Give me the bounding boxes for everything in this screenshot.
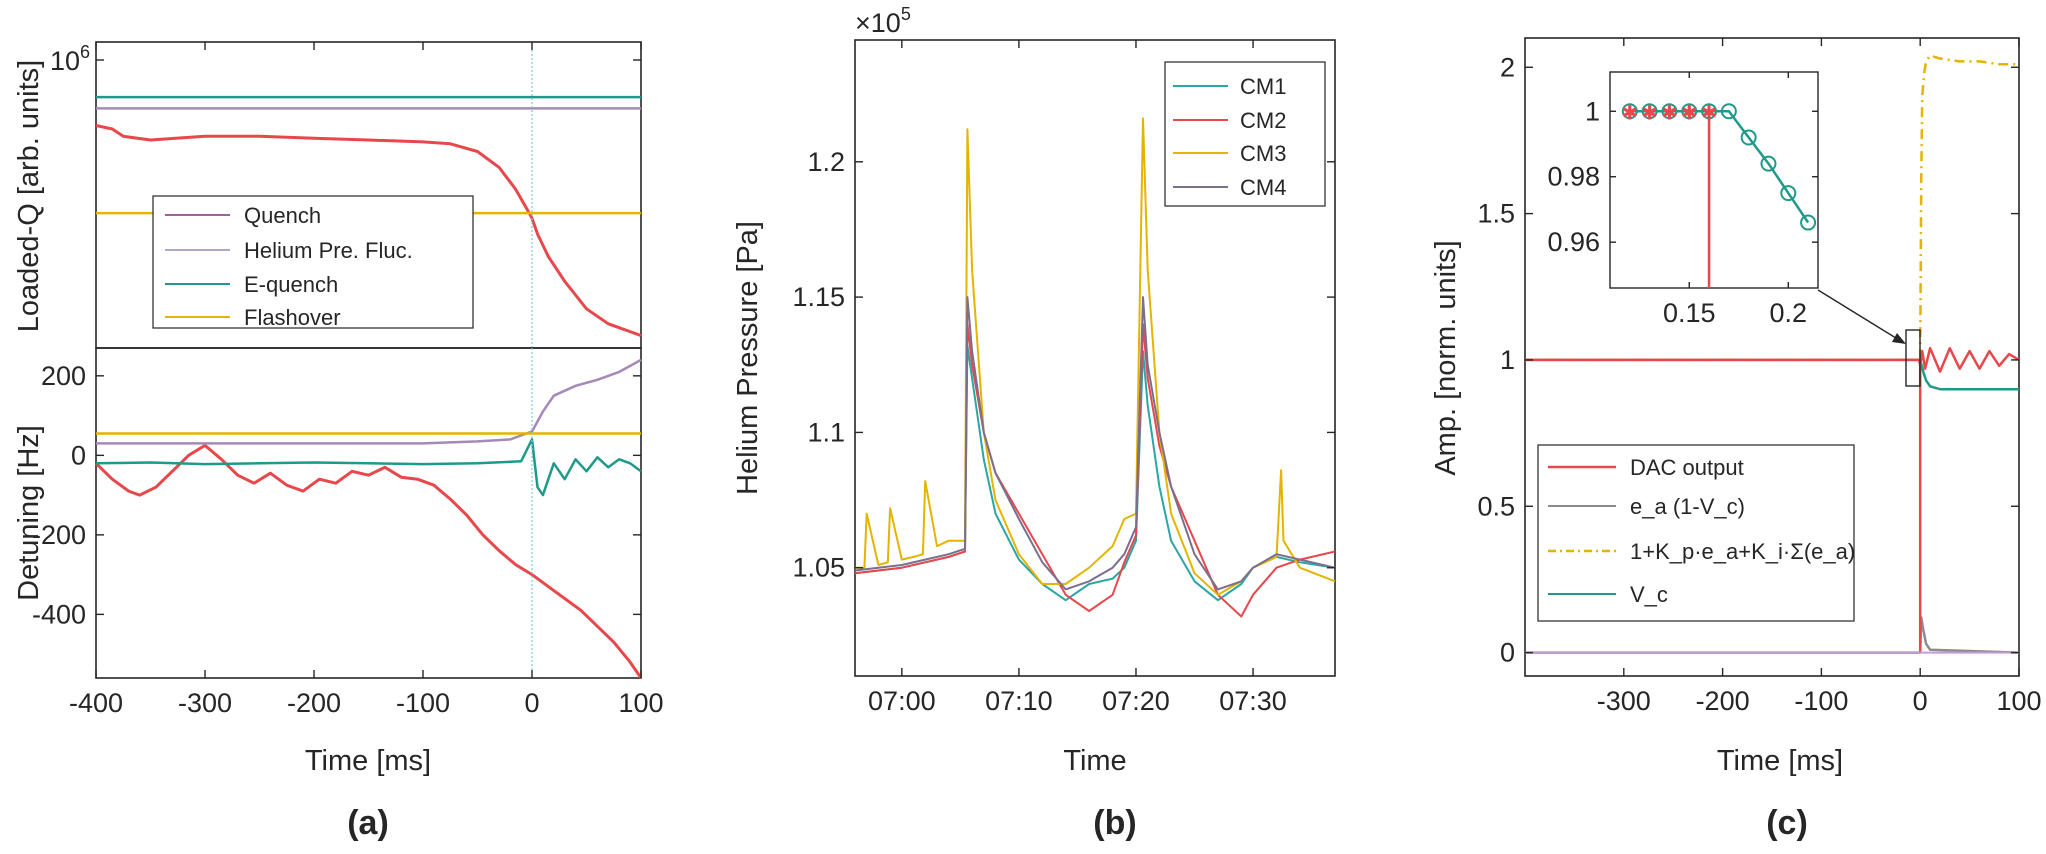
panel-label-a: (a) <box>347 804 389 842</box>
c-inset-vc-marker <box>1681 103 1698 120</box>
b-y-tick-label: 1.15 <box>792 282 845 312</box>
panel-a-bottom-plot: -400 -300 -200 -100 0 100 200 0 -200 -400 Time [m… <box>13 42 664 777</box>
zoom-arrowhead <box>1892 333 1906 344</box>
c-y-axis-label: Amp. [norm. units] <box>1430 240 1462 475</box>
legend-label-vc: V_c <box>1630 582 1668 607</box>
c-inset-dac-marker: ✱ <box>1661 102 1678 124</box>
c-x-tick-label: -100 <box>1794 686 1848 716</box>
b-y-multiplier: ×105 <box>855 4 911 38</box>
a-x-tick-label: -400 <box>69 688 123 718</box>
c-inset-vc-marker <box>1621 103 1638 120</box>
legend-label-control: 1+K_p·e_a+K_i·Σ(e_a) <box>1630 539 1855 564</box>
legend-label-flashover: Flashover <box>244 305 341 330</box>
c-inset-vc-marker <box>1661 103 1678 120</box>
c-inset-y-tick-label: 0.98 <box>1547 162 1600 192</box>
c-inset-dac-marker: ✱ <box>1681 102 1698 124</box>
zoom-box <box>1905 329 1921 387</box>
c-series-dac-output <box>1525 346 2020 373</box>
a-bot-y-tick-label: 200 <box>41 361 86 391</box>
panel-label-b: (b) <box>1093 804 1136 842</box>
a-x-tick-label: -100 <box>396 688 450 718</box>
legend-label-cm4: CM4 <box>1240 175 1286 200</box>
zoom-arrow <box>1817 289 1905 344</box>
panel-b-plot: 07:00 07:10 07:20 07:301.051.11.151.2 ×105 … <box>732 4 1336 777</box>
c-x-tick-label: 100 <box>1996 686 2041 716</box>
c-inset-vc-marker <box>1740 129 1757 146</box>
c-inset-vc-marker <box>1760 155 1777 172</box>
a-top-y-axis-label: Loaded-Q [arb. units] <box>13 60 45 332</box>
c-x-tick-label: -300 <box>1597 686 1651 716</box>
c-y-tick-label: 0 <box>1500 638 1515 668</box>
c-x-axis-label: Time [ms] <box>1717 745 1843 777</box>
c-inset-vc-marker <box>1720 103 1737 120</box>
b-x-axis-label: Time <box>1063 745 1126 777</box>
a-bot-series-e-quench <box>95 438 642 497</box>
a-top-series-quench <box>95 124 642 338</box>
a-x-tick-label: -300 <box>178 688 232 718</box>
a-x-tick-label: 0 <box>524 688 539 718</box>
b-x-tick-label: 07:00 <box>868 686 936 716</box>
b-x-tick-label: 07:10 <box>985 686 1053 716</box>
a-bottom-y-axis-label: Detuning [Hz] <box>13 425 45 601</box>
c-series-e-a-1-v-c- <box>1525 616 2020 654</box>
b-y-tick-label: 1.1 <box>807 417 845 447</box>
c-x-tick-label: 0 <box>1913 686 1928 716</box>
a-x-axis-label: Time [ms] <box>305 745 431 777</box>
a-x-tick-label: 100 <box>618 688 663 718</box>
c-inset-vc-marker <box>1641 103 1658 120</box>
c-y-tick-label: 1.5 <box>1477 199 1515 229</box>
c-inset-y-tick-label: 1 <box>1585 96 1600 126</box>
c-inset-vc-marker <box>1701 103 1718 120</box>
legend-label-dac: DAC output <box>1630 455 1744 480</box>
legend-label-quench: Quench <box>244 203 321 228</box>
b-x-tick-label: 07:20 <box>1102 686 1170 716</box>
panel-label-c: (c) <box>1766 804 1808 842</box>
legend-label-helium: Helium Pre. Fluc. <box>244 238 413 263</box>
a-bot-y-tick-label: -400 <box>32 599 86 629</box>
b-x-tick-label: 07:30 <box>1219 686 1287 716</box>
a-legend: Quench Helium Pre. Fluc. E-quench Flasho… <box>152 195 474 330</box>
legend-label-cm1: CM1 <box>1240 74 1286 99</box>
c-inset-series-v-c <box>1629 110 1810 224</box>
c-y-tick-label: 1 <box>1500 345 1515 375</box>
c-inset: ✱ ✱ ✱ ✱ ✱ 0.15 0.20.960.981 <box>1547 71 1819 328</box>
c-y-tick-label: 0.5 <box>1477 491 1515 521</box>
legend-label-cm3: CM3 <box>1240 141 1286 166</box>
c-inset-x-tick-label: 0.15 <box>1663 298 1716 328</box>
a-bot-series-quench <box>94 443 643 679</box>
c-inset-vc-marker <box>1780 185 1797 202</box>
b-y-tick-label: 1.2 <box>807 147 845 177</box>
c-y-tick-label: 2 <box>1500 52 1515 82</box>
c-inset-y-tick-label: 0.96 <box>1547 227 1600 257</box>
c-x-tick-label: -200 <box>1696 686 1750 716</box>
c-inset-dac-marker: ✱ <box>1621 102 1638 124</box>
c-series-1-k-p-e-a-k-i-e-a- <box>1525 54 2019 362</box>
a-bot-series-helium-pre-fluc- <box>96 358 642 445</box>
c-inset-vc-marker <box>1800 214 1817 231</box>
b-series-cm2 <box>854 323 1336 618</box>
a-top-y-tick-label: 106 <box>50 42 90 76</box>
b-series-cm4 <box>854 296 1336 591</box>
a-x-tick-label: -200 <box>287 688 341 718</box>
legend-label-cm2: CM2 <box>1240 108 1286 133</box>
c-inset-dac-marker: ✱ <box>1641 102 1658 124</box>
c-inset-x-tick-label: 0.2 <box>1770 298 1808 328</box>
c-legend: DAC output e_a (1-V_c) 1+K_p·e_a+K_i·Σ(e… <box>1537 444 1855 622</box>
b-y-axis-label: Helium Pressure [Pa] <box>732 221 764 495</box>
c-inset-dac-marker: ✱ <box>1701 102 1718 124</box>
panel-c-plot: -300 -200 -100 0 100 0 0.5 1 1.5 2 Time [ms] Amp.… <box>1430 37 2042 777</box>
legend-label-equench: E-quench <box>244 272 338 297</box>
legend-label-ea: e_a (1-V_c) <box>1630 494 1745 519</box>
a-bot-y-tick-label: -200 <box>32 520 86 550</box>
a-bot-y-tick-label: 0 <box>71 440 86 470</box>
panel-a-top-plot: 106 Loaded-Q [arb. units] Quench Helium … <box>13 41 642 349</box>
b-y-tick-label: 1.05 <box>792 553 845 583</box>
b-legend: CM1 CM2 CM3 CM4 <box>1164 61 1326 207</box>
c-series-v-c <box>1525 358 2019 391</box>
